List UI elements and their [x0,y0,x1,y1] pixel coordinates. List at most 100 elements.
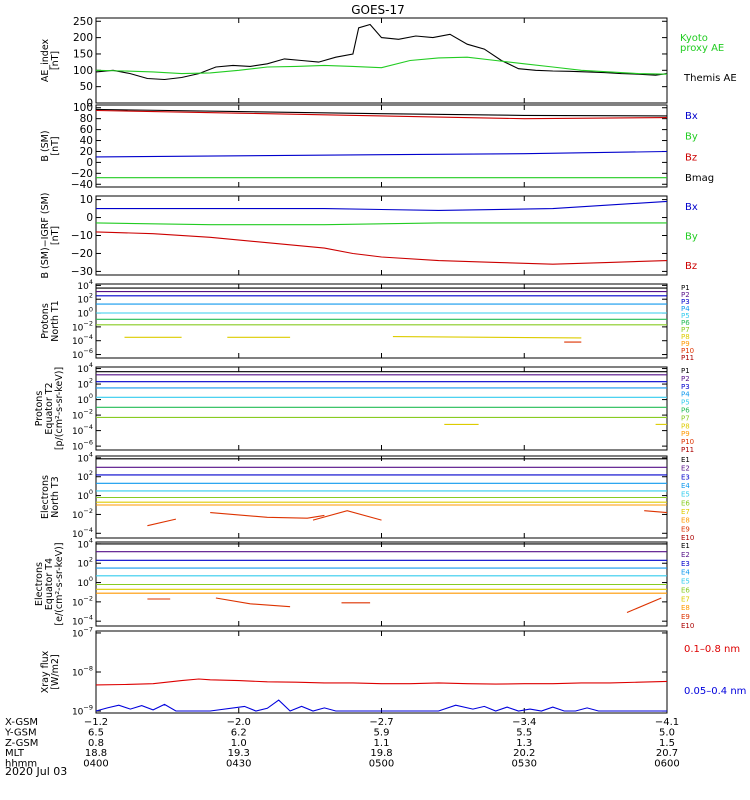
x-row-value: −4.1 [655,717,679,728]
legend-bx: Bx [685,111,698,122]
y-axis-label: [nT] [50,51,61,70]
x-row-value: 0430 [226,759,251,770]
y-tick-exponent: −7 [83,625,93,633]
y-tick-exponent: 2 [89,377,93,385]
series-e9 [312,510,382,521]
y-tick-label: 60 [80,124,93,136]
x-row-value: −3.4 [512,717,536,728]
legend-e8: E8 [681,604,690,612]
series-e9 [147,518,177,527]
y-tick-exponent: 0 [89,488,93,496]
panel-frame [95,17,668,104]
y-axis-label: [nT] [50,136,61,155]
legend-e9: E9 [681,525,690,533]
y-tick-label: 100 [77,392,93,406]
y-tick-label: 102 [77,469,93,483]
y-tick-exponent: −8 [83,665,93,673]
legend-p5: P5 [681,399,690,407]
y-tick-label: 80 [80,113,93,125]
legend-e10: E10 [681,622,694,630]
y-axis-label: North T1 [50,300,61,341]
legend-e9: E9 [681,613,690,621]
legend-p10: P10 [681,438,694,446]
legend-e3: E3 [681,473,690,481]
y-axis-label: Xray flux [40,650,51,693]
series-p8 [392,336,582,339]
legend-e2: E2 [681,551,690,559]
y-tick-label: 10−9 [72,704,93,718]
y-tick-label: −40 [71,179,93,191]
legend-kyoto: Kyoto [680,33,708,44]
legend-e4: E4 [681,482,690,490]
y-axis-label: [nT] [50,226,61,245]
legend-p9: P9 [681,430,690,438]
series-by [95,222,667,226]
x-row-value: 1.3 [516,738,532,749]
legend-p1: P1 [681,367,690,375]
y-tick-exponent: 0 [89,306,93,314]
legend-e6: E6 [681,586,690,594]
legend-e5: E5 [681,491,690,499]
y-tick-exponent: −2 [83,408,93,416]
legend-p6: P6 [681,319,690,327]
y-tick-label: 10−2 [72,408,93,422]
legend-bmag: Bmag [685,173,714,184]
y-tick-label: 0 [86,98,93,110]
y-axis-label: Electrons [34,562,45,606]
x-row-value: 20.7 [656,748,678,759]
figure-title: GOES-17 [351,3,405,17]
y-tick-exponent: −2 [83,319,93,327]
legend-0-1-0-8-nm: 0.1–0.8 nm [684,644,740,655]
series-e9 [644,510,668,514]
y-tick-label: −30 [71,266,93,278]
x-row-value: 6.5 [88,727,104,738]
y-tick-label: 102 [77,556,93,570]
legend-e8: E8 [681,517,690,525]
y-axis-label: North T3 [50,476,61,517]
legend-e7: E7 [681,595,690,603]
x-row-value: −2.0 [227,717,251,728]
legend-p4: P4 [681,305,690,313]
y-tick-exponent: −9 [83,704,93,712]
x-row-value: 0500 [369,759,394,770]
x-row-value: 0400 [83,759,108,770]
series-e9 [626,597,662,614]
x-row-value: 0600 [654,759,679,770]
x-row-label: X-GSM [5,717,38,728]
legend-e1: E1 [681,542,690,550]
y-tick-label: 100 [73,102,93,114]
legend-e1: E1 [681,456,690,464]
y-tick-label: 100 [73,65,93,77]
legend-themis-ae: Themis AE [683,73,737,84]
legend-e3: E3 [681,560,690,568]
panel-bigrf: −30 −20 −10 0 10 B (SM)−IGRF (SM) [nT] Bx By Bz [40,192,698,278]
y-tick-exponent: 4 [89,278,93,286]
series-e9 [215,597,291,608]
y-tick-label: 10 [80,194,93,206]
series-bmag [95,108,668,117]
series-0-1-0-8-nm [95,678,668,686]
legend-p8: P8 [681,422,690,430]
y-tick-exponent: 2 [89,292,93,300]
y-tick-exponent: 4 [89,450,93,458]
x-row-label: hhmm [5,759,37,770]
legend-p2: P2 [681,375,690,383]
y-tick-label: 150 [73,48,93,60]
series-bz [95,231,668,265]
y-axis-label: Electrons [40,475,51,519]
legend-p4: P4 [681,391,690,399]
legend-p7: P7 [681,414,690,422]
y-tick-label: 100 [77,306,93,320]
y-tick-label: −20 [71,248,93,260]
y-tick-exponent: 2 [89,556,93,564]
y-tick-exponent: −2 [83,507,93,515]
series-bx [96,200,668,211]
legend-bz: Bz [685,152,697,163]
y-tick-exponent: 0 [89,392,93,400]
